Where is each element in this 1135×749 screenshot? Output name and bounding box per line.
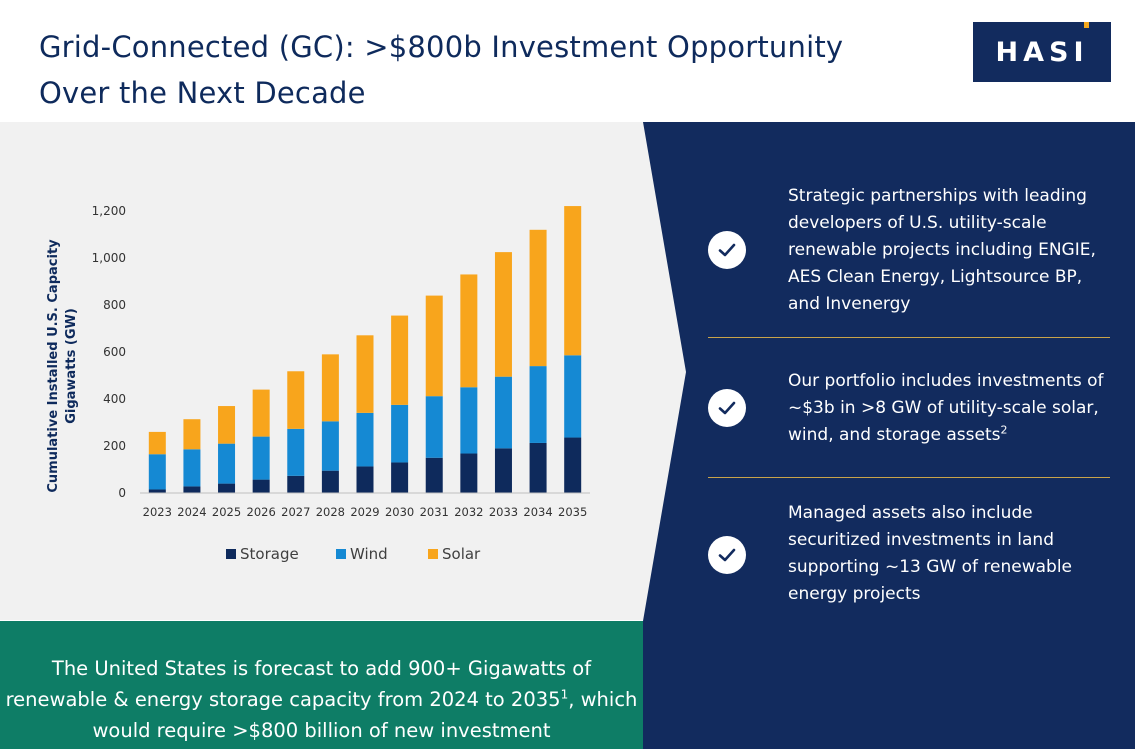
hasi-logo: HASI [973,22,1111,82]
y-tick-label: 800 [103,298,126,312]
bullet-partnerships: Strategic partnerships with leading deve… [788,183,1118,318]
bar-solar-2027 [287,371,305,429]
bar-storage-2028 [321,470,339,493]
page-title: Grid-Connected (GC): >$800b Investment O… [39,24,939,116]
bar-wind-2034 [529,366,547,443]
y-tick-label: 1,000 [92,251,126,265]
bar-solar-2030 [391,315,409,405]
bar-wind-2035 [564,355,582,438]
bar-solar-2033 [494,252,512,377]
bar-wind-2027 [287,428,305,476]
x-tick-label: 2035 [558,505,587,519]
x-tick-label: 2025 [212,505,241,519]
divider [708,477,1110,478]
y-tick-label: 400 [103,392,126,406]
bar-wind-2033 [494,376,512,449]
bar-storage-2035 [564,437,582,493]
bar-solar-2024 [183,419,201,450]
x-tick-label: 2034 [523,505,552,519]
check-circle-icon [708,389,746,427]
y-tick-label: 200 [103,439,126,453]
bar-wind-2031 [425,396,443,458]
bar-solar-2026 [252,389,270,437]
y-axis-title-line-1: Cumulative Installed U.S. Capacity [46,239,61,493]
bar-storage-2031 [425,457,443,493]
check-circle-icon [708,231,746,269]
x-tick-label: 2023 [143,505,172,519]
footnote-marker: 1 [560,687,569,702]
x-tick-label: 2030 [385,505,414,519]
legend-label-storage: Storage [240,545,299,563]
bar-storage-2025 [218,483,236,493]
bar-storage-2029 [356,466,374,493]
bar-solar-2029 [356,335,374,413]
bar-wind-2028 [321,421,339,471]
bar-solar-2035 [564,206,582,356]
page-title-line-1: Grid-Connected (GC): >$800b Investment O… [39,30,844,64]
y-axis-title-line-2: Gigawatts (GW) [64,308,79,424]
bar-solar-2031 [425,295,443,397]
bullet-text: Strategic partnerships with leading deve… [788,186,1096,314]
bar-storage-2026 [252,479,270,493]
y-tick-label: 1,200 [92,204,126,218]
bar-wind-2026 [252,436,270,480]
x-tick-label: 2031 [420,505,449,519]
bar-storage-2024 [183,486,201,493]
bullet-text: Our portfolio includes investments of ~$… [788,371,1104,445]
legend-swatch-wind [336,549,346,559]
bar-wind-2025 [218,443,236,484]
check-circle-icon [708,536,746,574]
bar-wind-2032 [460,387,478,454]
bar-wind-2030 [391,404,409,463]
x-tick-label: 2027 [281,505,310,519]
bar-wind-2023 [148,454,166,490]
bar-storage-2032 [460,453,478,493]
y-tick-label: 0 [118,486,126,500]
bullet-text: Managed assets also include securitized … [788,503,1073,604]
x-tick-label: 2024 [177,505,206,519]
bullet-managed-assets: Managed assets also include securitized … [788,500,1118,608]
legend-label-solar: Solar [442,545,481,563]
bar-storage-2030 [391,462,409,493]
bar-solar-2023 [148,431,166,455]
legend-label-wind: Wind [350,545,388,563]
bar-wind-2029 [356,412,374,467]
capacity-bar-chart: 0 200 400 600 800 1,000 1,200 2023 2024 2025 2026 2… [46,204,590,563]
bar-storage-2033 [494,448,512,493]
x-tick-label: 2033 [489,505,518,519]
bar-wind-2024 [183,449,201,487]
page-title-line-2: Over the Next Decade [39,76,366,110]
x-tick-label: 2026 [247,505,276,519]
bullet-portfolio: Our portfolio includes investments of ~$… [788,368,1118,449]
x-tick-label: 2028 [316,505,345,519]
forecast-banner: The United States is forecast to add 900… [0,621,643,749]
bar-storage-2023 [148,489,166,493]
legend-swatch-storage [226,549,236,559]
footnote-marker: 2 [1000,423,1008,437]
x-tick-label: 2029 [350,505,379,519]
bar-solar-2025 [218,406,236,444]
divider [708,337,1110,338]
logo-accent-mark [1084,22,1089,28]
bar-storage-2034 [529,442,547,493]
y-tick-label: 600 [103,345,126,359]
banner-text-after: , which would require >$800 billion of n… [92,688,638,742]
chart-panel [0,122,700,620]
x-tick-label: 2032 [454,505,483,519]
bar-solar-2028 [321,354,339,422]
bar-solar-2034 [529,229,547,367]
bar-storage-2027 [287,475,305,493]
banner-text: The United States is forecast to add 900… [5,657,592,711]
legend-swatch-solar [428,549,438,559]
bar-solar-2032 [460,274,478,388]
hasi-logo-text: HASI [995,36,1089,68]
